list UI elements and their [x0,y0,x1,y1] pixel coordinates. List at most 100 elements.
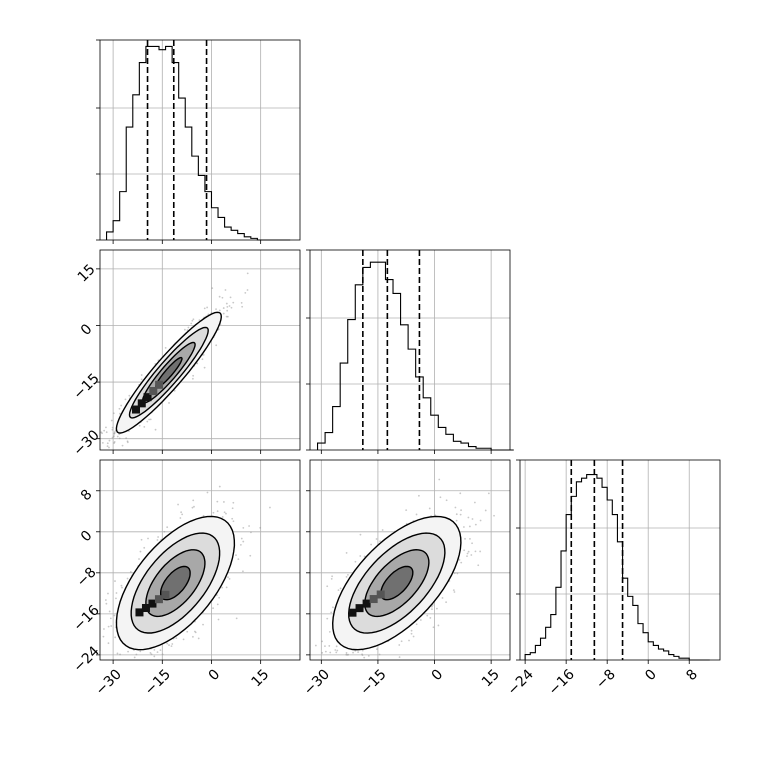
panel-frame [99,249,301,451]
sample-point [438,478,441,481]
sample-point [127,673,129,675]
sample-point [223,501,225,503]
sample-point [321,651,324,654]
sample-point [337,589,340,592]
sample-point [378,653,381,656]
density-cell [149,386,158,395]
sample-point [418,494,420,497]
sample-point [242,570,244,573]
sample-point [212,607,214,610]
x-tick-label: 8 [683,666,701,684]
sample-point [479,519,482,522]
sample-point [114,636,117,639]
sample-point [471,542,473,545]
density-cell [132,405,140,414]
sample-point [113,433,116,435]
sample-point [477,564,480,567]
sample-point [182,638,185,641]
x-tick-label: 0 [642,666,660,684]
sample-point [202,623,204,626]
sample-point [242,540,245,543]
sample-point [104,451,106,453]
sample-point [400,640,403,643]
sample-point [467,550,470,553]
sample-point [346,653,349,656]
sample-point [241,305,244,308]
sample-point [177,503,179,506]
sample-point [352,651,354,654]
sample-point [187,326,190,329]
sample-point [119,653,121,656]
x-tick-label: −24 [505,666,537,698]
sample-point [249,554,252,557]
sample-point [328,645,331,647]
sample-point [103,628,105,630]
sample-point [201,358,204,361]
sample-point [115,597,117,600]
sample-point [232,301,235,304]
sample-point [246,272,249,275]
sample-point [186,630,189,633]
sample-point [441,597,444,599]
sample-point [171,643,174,645]
sample-point [259,526,262,529]
sample-point [437,624,440,627]
sample-point [345,552,348,554]
sample-point [216,603,219,606]
sample-point [166,526,169,529]
sample-point [110,625,113,627]
sample-point [222,312,225,315]
sample-point [157,536,160,538]
sample-point [239,543,242,546]
sample-point [108,610,111,613]
sample-point [62,480,64,482]
density-cell [143,393,152,402]
density-cell [154,595,163,604]
sample-point [479,550,482,553]
sample-point [231,507,234,510]
sample-point [375,538,378,540]
histogram-panel-0 [96,39,301,244]
sample-point [455,519,458,522]
scatter-panel-0-2 [82,459,301,675]
sample-point [466,552,469,555]
sample-point [429,617,432,619]
sample-point [150,653,153,656]
panel-content [62,250,300,482]
density-cell [348,608,357,617]
x-tick-label: −8 [593,666,619,692]
sample-point [202,353,205,356]
sample-point [147,537,149,540]
x-tick-label: −15 [142,666,174,698]
sample-point [474,550,477,553]
sample-point [231,517,234,520]
sample-point [124,398,127,401]
scatter-panel-1-2 [306,459,511,665]
sample-point [120,404,123,407]
sample-point [330,578,333,580]
sample-point [345,652,348,654]
sample-point [140,374,143,376]
sample-point [341,663,343,665]
sample-point [107,642,110,645]
sample-point [108,439,111,442]
x-tick-label: 0 [206,666,224,684]
sample-point [235,617,238,620]
sample-point [470,554,473,556]
sample-point [398,656,401,659]
panel-frame [99,459,301,661]
sample-point [415,623,418,626]
sample-point [198,319,201,322]
sample-point [168,402,170,404]
sample-point [82,638,84,640]
sample-point [237,558,240,561]
sample-point [102,635,105,638]
sample-point [354,560,357,563]
sample-point [381,529,384,531]
sample-point [474,523,477,526]
sample-point [212,511,215,514]
sample-point [216,500,219,503]
sample-point [361,653,363,656]
sample-point [363,656,366,659]
sample-point [159,649,162,652]
